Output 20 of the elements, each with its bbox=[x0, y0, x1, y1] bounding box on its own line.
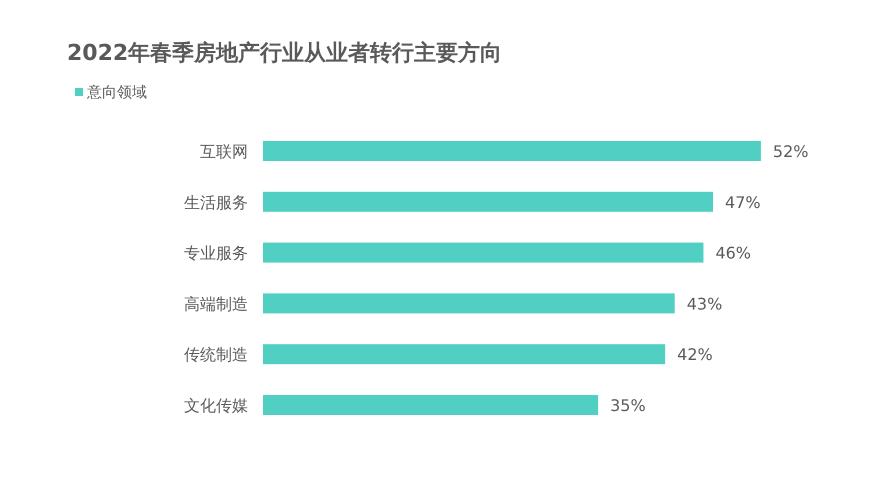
y-tick-label: 文化传媒 bbox=[184, 396, 248, 415]
bar bbox=[263, 293, 675, 314]
bar bbox=[263, 141, 761, 161]
bar bbox=[263, 344, 666, 364]
y-tick-label: 专业服务 bbox=[184, 244, 248, 263]
data-label: 47% bbox=[725, 192, 761, 212]
data-label: 35% bbox=[610, 396, 646, 415]
chart-title: 2022年春季房地产行业从业者转行主要方向 bbox=[67, 40, 502, 66]
data-label: 42% bbox=[677, 345, 713, 364]
y-tick-label: 生活服务 bbox=[184, 192, 248, 212]
bar bbox=[263, 395, 598, 415]
data-label: 52% bbox=[772, 142, 808, 161]
data-label: 43% bbox=[686, 294, 722, 314]
y-tick-label: 互联网 bbox=[200, 142, 248, 161]
y-tick-label: 传统制造 bbox=[184, 345, 248, 364]
bar bbox=[263, 192, 714, 212]
y-tick-label: 高端制造 bbox=[184, 294, 248, 314]
bar bbox=[263, 242, 704, 263]
legend-label: 意向领域 bbox=[86, 83, 147, 101]
data-label: 46% bbox=[715, 244, 752, 263]
